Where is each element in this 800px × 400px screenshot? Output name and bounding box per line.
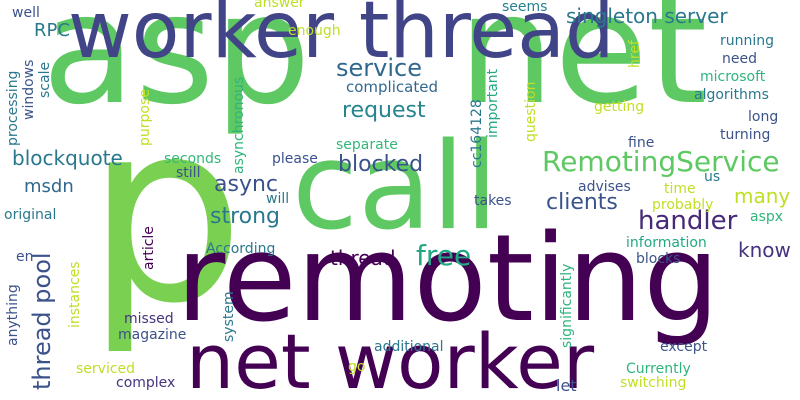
word-async: async	[214, 172, 279, 197]
word-free: free	[416, 239, 472, 272]
word-blockquote: blockquote	[12, 146, 123, 170]
word-microsoft: microsoft	[700, 69, 766, 85]
word-time: time	[664, 181, 696, 197]
word-complex: complex	[116, 375, 176, 391]
word-turning: turning	[720, 127, 771, 143]
word-blocks: blocks	[636, 251, 681, 267]
word-go: go	[348, 359, 366, 375]
word-please: please	[272, 151, 318, 167]
word-serviced: serviced	[76, 361, 136, 377]
word-aspx: aspx	[750, 209, 784, 225]
word-asp: asp	[42, 0, 311, 138]
word-href: href	[627, 40, 643, 68]
word-anything: anything	[5, 284, 21, 346]
word-additional: additional	[374, 339, 444, 355]
word-need: need	[722, 51, 757, 67]
word-thread: thread	[330, 246, 396, 270]
word-instances: instances	[67, 261, 83, 328]
word-cc164128: cc164128	[469, 99, 485, 168]
word-still: still	[176, 165, 201, 181]
word-net-worker: net worker	[186, 317, 595, 400]
word-takes: takes	[474, 193, 512, 209]
word-getting: getting	[594, 99, 645, 115]
word-advises: advises	[578, 179, 631, 195]
word-clients: clients	[546, 190, 618, 215]
word-except: except	[660, 339, 708, 355]
word-call: call	[292, 118, 499, 257]
word-according: According	[206, 241, 276, 257]
word-many: many	[734, 184, 791, 208]
word-information: information	[626, 235, 707, 251]
word-enough: enough	[288, 23, 341, 39]
word-well: well	[12, 5, 40, 21]
word-singleton-server: singleton server	[566, 4, 728, 28]
word-magazine: magazine	[118, 327, 187, 343]
word-p: p	[86, 67, 245, 358]
word-currently: Currently	[626, 361, 691, 377]
word-blocked: blocked	[338, 152, 424, 177]
word-seconds: seconds	[164, 151, 222, 167]
word-question: question	[523, 81, 539, 142]
word-msdn: msdn	[24, 176, 74, 197]
word-thread-pool: thread pool	[28, 252, 56, 390]
word-missed: missed	[124, 311, 174, 327]
word-handler: handler	[638, 206, 738, 236]
word-processing: processing	[5, 70, 21, 146]
word-let: let	[556, 376, 577, 395]
word-net: net	[458, 0, 708, 138]
word-long: long	[748, 109, 779, 125]
word-original: original	[4, 207, 57, 223]
word-significantly: significantly	[559, 263, 575, 348]
word-service: service	[336, 54, 422, 82]
word-know: know	[738, 238, 791, 262]
word-us: us	[704, 169, 721, 185]
word-will: will	[266, 191, 290, 207]
word-en: en	[16, 249, 34, 265]
word-windows: windows	[21, 59, 37, 120]
word-scale: scale	[37, 61, 53, 98]
word-separate: separate	[336, 137, 398, 153]
word-fine: fine	[628, 135, 655, 151]
word-asynchronous: asynchronous	[231, 76, 247, 174]
word-remotingservice: RemotingService	[542, 145, 780, 178]
word-strong: strong	[210, 204, 281, 229]
word-complicated: complicated	[346, 78, 438, 96]
word-switching: switching	[620, 375, 687, 391]
word-rpc: RPC	[34, 20, 70, 41]
word-answer: answer	[254, 0, 305, 11]
word-important: important	[485, 68, 501, 138]
word-running: running	[720, 33, 775, 49]
word-request: request	[342, 98, 426, 123]
word-worker-thread: worker thread	[68, 0, 615, 76]
word-system: system	[221, 291, 237, 342]
word-article: article	[141, 226, 157, 270]
word-purpose: purpose	[137, 89, 153, 146]
word-probably: probably	[652, 197, 714, 213]
word-remoting: remoting	[176, 210, 720, 349]
word-algorithms: algorithms	[694, 87, 769, 103]
word-seems: seems	[502, 0, 548, 15]
